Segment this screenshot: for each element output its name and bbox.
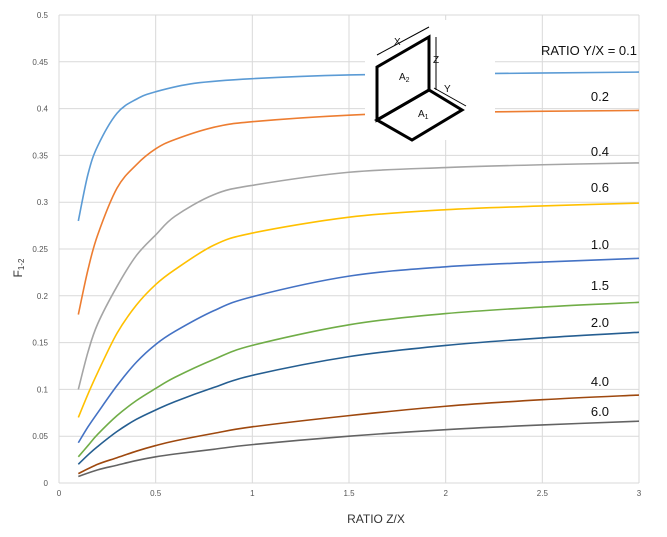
series-line-8: [78, 420, 640, 478]
grid-layer: [58, 14, 640, 484]
diagram-y-dimension: [433, 87, 467, 107]
series-label-6: 2.0: [591, 315, 609, 330]
y-tick-label: 0.25: [32, 245, 48, 254]
series-label-2: 0.4: [591, 144, 609, 159]
series-label-1: 0.2: [591, 89, 609, 104]
series-line-4: [77, 257, 640, 444]
series-line-3: [77, 202, 640, 418]
series-lines: [77, 71, 640, 478]
series-line-1: [77, 109, 640, 315]
y-tick-label: 0.3: [37, 198, 49, 207]
y-tick-label: 0.15: [32, 339, 48, 348]
x-tick-label: 0.5: [150, 489, 162, 498]
diagram-label-z: Z: [433, 55, 439, 66]
series-line-7: [77, 394, 640, 475]
diagram-label-a1-subscript: 1: [425, 114, 429, 121]
series-label-5: 1.5: [591, 278, 609, 293]
y-axis-title-subscript: 1-2: [17, 258, 26, 270]
series-line-5: [77, 301, 640, 458]
series-label-4: 1.0: [591, 237, 609, 252]
geometry-diagram: X Z Y A2 A1: [365, 20, 495, 142]
x-tick-label: 2: [443, 489, 448, 498]
diagram-horizontal-plate: [373, 88, 465, 142]
x-tick-label: 3: [637, 489, 642, 498]
series-label-3: 0.6: [591, 180, 609, 195]
series-label-8: 6.0: [591, 404, 609, 419]
diagram-label-a1: A1: [418, 109, 429, 121]
series-label-0: RATIO Y/X = 0.1: [541, 43, 637, 58]
tick-labels: 0 0.05 0.1 0.15 0.2 0.25 0.3 0.35 0.4 0.45 0.5 0 0.5…: [32, 11, 641, 498]
series-line-0: [77, 71, 640, 222]
diagram-label-a2-subscript: 2: [406, 77, 410, 84]
y-tick-label: 0.5: [37, 11, 49, 20]
y-tick-label: 0.35: [32, 151, 48, 160]
diagram-label-a2-letter: A: [399, 72, 406, 83]
x-axis-title: RATIO Z/X: [347, 512, 405, 526]
y-axis-title: F1-2: [11, 258, 26, 277]
x-tick-label: 1: [250, 489, 255, 498]
y-tick-label: 0.2: [37, 292, 49, 301]
y-tick-label: 0.05: [32, 432, 48, 441]
y-axis-title-main: F: [11, 270, 25, 277]
series-labels: RATIO Y/X = 0.1 0.2 0.4 0.6 1.0 1.5 2.0 …: [541, 43, 637, 419]
series-line-2: [77, 162, 640, 390]
diagram-label-y: Y: [444, 84, 451, 95]
y-tick-label: 0.1: [37, 385, 49, 394]
series-label-7: 4.0: [591, 374, 609, 389]
series-line-6: [77, 331, 640, 465]
y-tick-label: 0: [44, 479, 49, 488]
diagram-label-x: X: [394, 37, 401, 48]
diagram-x-dimension: [376, 26, 430, 56]
diagram-label-a1-letter: A: [418, 109, 425, 120]
x-tick-label: 2.5: [537, 489, 549, 498]
y-tick-label: 0.4: [37, 105, 49, 114]
x-tick-label: 0: [57, 489, 62, 498]
x-tick-label: 1.5: [343, 489, 355, 498]
diagram-label-a2: A2: [399, 72, 410, 84]
y-tick-label: 0.45: [32, 58, 48, 67]
